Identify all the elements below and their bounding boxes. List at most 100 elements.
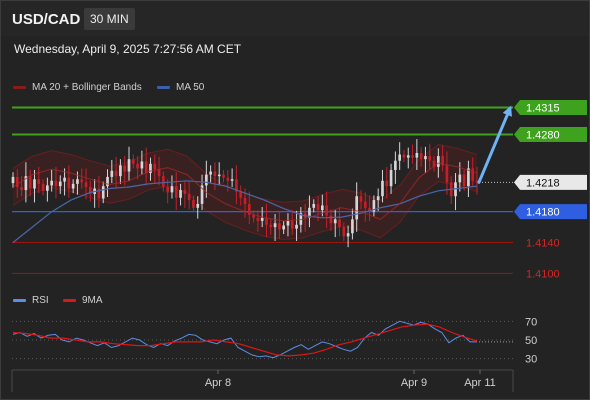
candle-body (424, 156, 427, 160)
candle (247, 191, 251, 225)
candle (119, 159, 122, 184)
candle (295, 210, 298, 241)
level-label-tag (514, 126, 587, 142)
candle-body (209, 171, 212, 175)
candle-body (278, 223, 281, 230)
candle (432, 156, 436, 172)
candle-body (183, 190, 187, 194)
candle-body (389, 169, 393, 187)
candle-body (351, 219, 354, 234)
level-label-text: 1.4140 (526, 238, 560, 250)
candle (140, 150, 144, 175)
candle-body (329, 215, 333, 224)
candle-body (363, 201, 367, 208)
candle-body (247, 203, 251, 215)
candle-body (346, 233, 350, 237)
legend-ma50-swatch (157, 86, 170, 89)
candle (157, 156, 161, 186)
candle (329, 209, 333, 231)
candle (179, 183, 182, 206)
candle-body (33, 179, 36, 189)
candle-body (441, 156, 444, 166)
candle (363, 192, 367, 222)
candle-body (321, 205, 324, 211)
candle-body (63, 177, 66, 182)
legend-9ma: 9MA (63, 295, 103, 306)
candle (338, 207, 341, 237)
candle (28, 169, 32, 197)
candle-body (131, 159, 135, 164)
candle (205, 160, 208, 198)
candle (411, 144, 414, 164)
time-axis: Apr 8 Apr 9 Apr 11 (11, 369, 514, 392)
candle (419, 146, 423, 167)
candle (342, 222, 346, 241)
candle (153, 154, 157, 184)
candle (312, 199, 316, 213)
candle-body (428, 156, 432, 161)
level-label: 1.4100 (526, 268, 560, 280)
ma20-line (12, 162, 478, 222)
legend-9ma-swatch (63, 299, 76, 302)
level-label: 1.4280 (514, 126, 587, 142)
candle (101, 181, 105, 204)
candle (222, 169, 225, 183)
candle (290, 210, 294, 235)
candle (351, 208, 354, 240)
candle-body (462, 174, 466, 187)
candle-body (282, 225, 285, 230)
candle (209, 165, 212, 183)
candle-body (80, 179, 84, 183)
candle (162, 171, 165, 192)
candle (269, 218, 273, 235)
candle (166, 179, 169, 204)
candle (123, 156, 127, 186)
level-label: 1.4180 (514, 204, 587, 220)
candle (389, 163, 393, 194)
candle-body (316, 203, 320, 211)
candle-body (235, 179, 238, 192)
candle (286, 213, 290, 237)
candle (445, 151, 449, 195)
candle-body (213, 171, 217, 177)
candle (424, 146, 427, 174)
candle (256, 210, 260, 232)
legend-ma50-label: MA 50 (176, 82, 205, 93)
candle-body (162, 176, 165, 187)
candle-body (110, 170, 114, 177)
timeframe-button[interactable]: 30 MIN (84, 8, 135, 30)
candle (89, 180, 92, 202)
candle-body (170, 186, 174, 193)
top-bar: USD/CAD 30 MIN (1, 1, 589, 36)
candle (37, 166, 41, 194)
level-label-text: 1.4100 (526, 268, 560, 280)
x-tick-label: Apr 8 (205, 377, 231, 389)
candle (187, 181, 191, 210)
candle (41, 179, 45, 196)
candle (183, 180, 187, 208)
candle-body (192, 200, 195, 208)
candle-body (97, 188, 101, 199)
candle-body (299, 213, 303, 225)
candle-body (67, 177, 71, 189)
candle (235, 165, 238, 204)
candle (200, 174, 204, 211)
legend-9ma-label: 9MA (82, 295, 103, 306)
candle-body (269, 224, 273, 228)
candle (273, 213, 277, 241)
candle-body (24, 176, 28, 191)
legend-rsi-label: RSI (32, 295, 49, 306)
candle (372, 195, 376, 217)
candle-body (402, 154, 406, 158)
level-label-tag (514, 204, 587, 220)
candle-body (140, 161, 144, 169)
level-label-tag (514, 99, 587, 115)
candle-body (76, 179, 79, 184)
candle-body (217, 174, 221, 177)
candle-body (50, 180, 53, 186)
candle (11, 172, 15, 188)
candle-body (355, 196, 359, 220)
candle (385, 166, 389, 199)
candle-body (325, 205, 328, 216)
candle-body (368, 207, 371, 212)
